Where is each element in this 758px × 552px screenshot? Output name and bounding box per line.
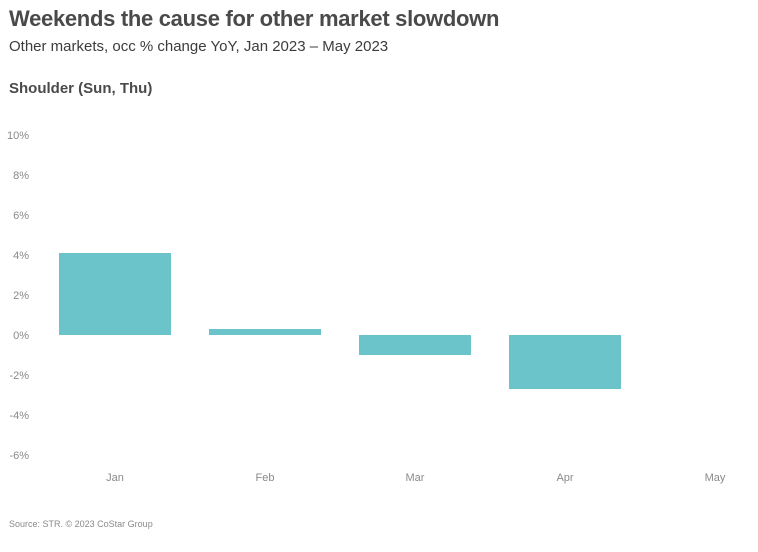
y-tick-label: 0% bbox=[13, 330, 29, 342]
y-tick-label: -6% bbox=[9, 450, 29, 462]
y-tick-label: -2% bbox=[9, 370, 29, 382]
y-tick-label: 2% bbox=[13, 290, 29, 302]
y-tick-label: 6% bbox=[13, 210, 29, 222]
source-note: Source: STR. © 2023 CoStar Group bbox=[9, 519, 153, 529]
x-tick-label: Mar bbox=[406, 472, 425, 484]
x-axis: Jan Feb Mar Apr May bbox=[106, 472, 726, 484]
y-tick-label: -4% bbox=[9, 410, 29, 422]
y-tick-label: 10% bbox=[7, 130, 29, 142]
x-tick-label: Feb bbox=[256, 472, 275, 484]
y-tick-label: 4% bbox=[13, 250, 29, 262]
x-tick-label: May bbox=[705, 472, 726, 484]
x-tick-label: Jan bbox=[106, 472, 124, 484]
bar-apr bbox=[509, 335, 621, 389]
panel-title: Shoulder (Sun, Thu) bbox=[9, 80, 153, 97]
x-tick-label: Apr bbox=[556, 472, 573, 484]
bar-mar bbox=[359, 335, 471, 355]
y-axis: 10% 8% 6% 4% 2% 0% -2% -4% -6% bbox=[7, 130, 29, 462]
y-tick-label: 8% bbox=[13, 170, 29, 182]
chart-subtitle: Other markets, occ % change YoY, Jan 202… bbox=[9, 38, 389, 55]
bar-jan bbox=[59, 253, 171, 335]
bar-feb bbox=[209, 329, 321, 335]
chart-title: Weekends the cause for other market slow… bbox=[9, 6, 500, 31]
bars bbox=[59, 253, 621, 389]
